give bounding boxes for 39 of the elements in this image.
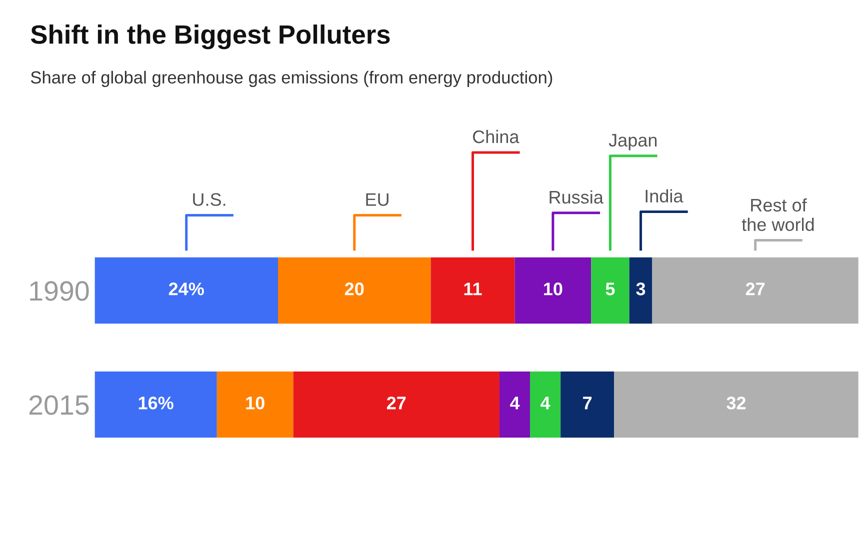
bar <box>530 371 561 438</box>
data-label: 10 <box>544 282 562 296</box>
bar <box>94 371 217 438</box>
y-tick-label: 2015 <box>29 395 89 415</box>
text: India <box>646 189 684 203</box>
data-label: 27 <box>386 396 406 410</box>
data-label: 4 <box>540 396 550 410</box>
bar <box>430 257 515 324</box>
text: Russia <box>550 190 604 204</box>
bar <box>560 371 614 438</box>
data-label: 20 <box>344 282 364 296</box>
bar <box>499 371 530 438</box>
series-label: Rest of the world <box>742 198 814 232</box>
bar <box>278 257 431 324</box>
bar <box>293 371 500 438</box>
data-label: 7 <box>583 396 592 410</box>
data-label: 32 <box>726 396 746 410</box>
bar <box>629 257 652 324</box>
bar <box>514 257 592 324</box>
text: Japan <box>608 134 657 150</box>
data-label: 4 <box>510 396 520 410</box>
bar <box>614 371 858 438</box>
chart-title: Shift in the Biggest Polluters <box>30 24 390 50</box>
y-tick-label: 1990 <box>30 281 89 301</box>
data-label: 11 <box>464 282 482 296</box>
bar <box>94 257 278 324</box>
text: China <box>472 130 520 144</box>
bar <box>216 371 294 438</box>
data-label: 3 <box>636 282 646 296</box>
chart-subtitle: Share of global greenhouse gas emissions (from energy production) <box>30 70 552 88</box>
data-label: 27 <box>746 282 765 296</box>
data-label: 5 <box>606 282 615 296</box>
data-label: 24% <box>168 282 204 296</box>
bar <box>652 257 858 324</box>
text: U.S. <box>193 193 226 206</box>
data-label: 10 <box>246 396 264 410</box>
bar <box>591 257 630 324</box>
text: EU <box>366 193 388 206</box>
data-label: 16% <box>138 396 174 410</box>
